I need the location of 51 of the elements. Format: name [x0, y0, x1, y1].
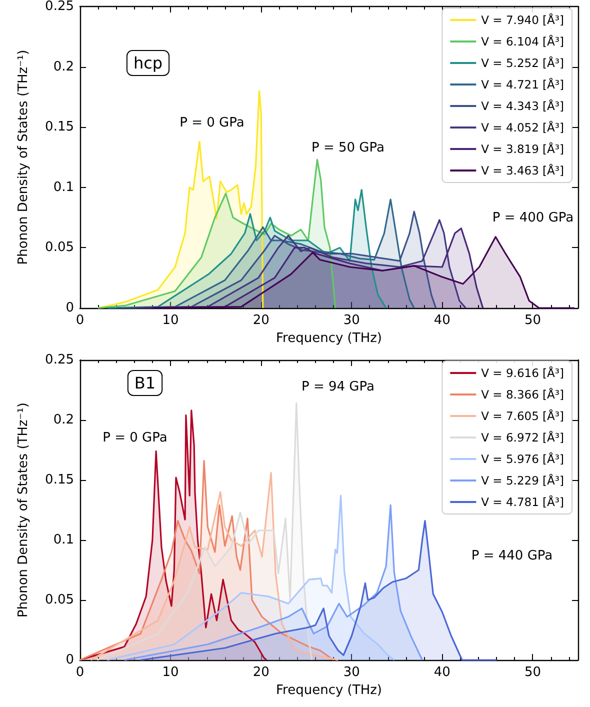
- legend-label: V = 4.721 [Å³]: [481, 78, 564, 92]
- legend-label: V = 5.229 [Å³]: [481, 474, 564, 488]
- x-tick-label: 10: [162, 313, 179, 328]
- x-tick-label: 50: [524, 665, 541, 680]
- x-axis-title: Frequency (THz): [276, 682, 382, 698]
- x-axis-title: Frequency (THz): [276, 330, 382, 346]
- annotation: P = 400 GPa: [492, 210, 574, 226]
- legend-label: V = 8.366 [Å³]: [481, 388, 564, 402]
- x-tick-label: 10: [162, 665, 179, 680]
- x-tick-label: 30: [343, 313, 360, 328]
- annotation: hcp: [133, 54, 163, 72]
- x-tick-label: 30: [343, 665, 360, 680]
- y-tick-label: 0.05: [45, 240, 74, 256]
- legend-label: V = 6.104 [Å³]: [481, 34, 564, 48]
- y-tick-label: 0.05: [45, 592, 74, 608]
- legend-label: V = 3.463 [Å³]: [481, 164, 564, 178]
- x-tick-label: 40: [434, 665, 450, 680]
- y-tick-label: 0: [66, 300, 74, 316]
- annotation: P = 50 GPa: [312, 140, 384, 156]
- x-tick-label: 0: [76, 313, 84, 328]
- y-tick-label: 0.25: [45, 352, 74, 368]
- annotation: P = 440 GPa: [471, 548, 553, 564]
- annotation: P = 0 GPa: [102, 430, 168, 446]
- legend-label: V = 6.972 [Å³]: [481, 430, 564, 444]
- y-tick-label: 0.1: [53, 180, 74, 195]
- annotation: B1: [134, 374, 156, 392]
- y-tick-label: 0.15: [45, 472, 74, 488]
- annotation: P = 94 GPa: [302, 380, 374, 394]
- y-tick-label: 0.2: [53, 412, 74, 428]
- legend-label: V = 5.976 [Å³]: [481, 452, 564, 466]
- y-axis-title: Phonon Density of States (THz⁻¹): [16, 50, 31, 265]
- legend-label: V = 7.940 [Å³]: [481, 13, 564, 27]
- x-tick-label: 50: [524, 313, 541, 328]
- legend-label: V = 9.616 [Å³]: [481, 366, 564, 380]
- legend-label: V = 7.605 [Å³]: [481, 409, 564, 423]
- y-tick-label: 0.25: [45, 0, 74, 14]
- x-tick-label: 20: [252, 313, 270, 328]
- y-axis-title: Phonon Density of States (THz⁻¹): [16, 402, 31, 618]
- annotation: P = 0 GPa: [180, 116, 244, 130]
- legend-label: V = 5.252 [Å³]: [481, 56, 564, 70]
- x-tick-label: 20: [252, 665, 270, 680]
- y-tick-label: 0.1: [53, 532, 74, 548]
- y-tick-label: 0: [66, 652, 74, 668]
- x-tick-label: 40: [434, 313, 450, 328]
- legend-label: V = 4.052 [Å³]: [481, 120, 564, 134]
- legend-label: V = 4.343 [Å³]: [481, 99, 564, 113]
- y-tick-label: 0.15: [45, 120, 74, 135]
- x-tick-label: 0: [76, 665, 84, 680]
- y-tick-label: 0.2: [53, 59, 74, 74]
- legend-label: V = 3.819 [Å³]: [481, 142, 564, 156]
- legend-label: V = 4.781 [Å³]: [481, 495, 564, 509]
